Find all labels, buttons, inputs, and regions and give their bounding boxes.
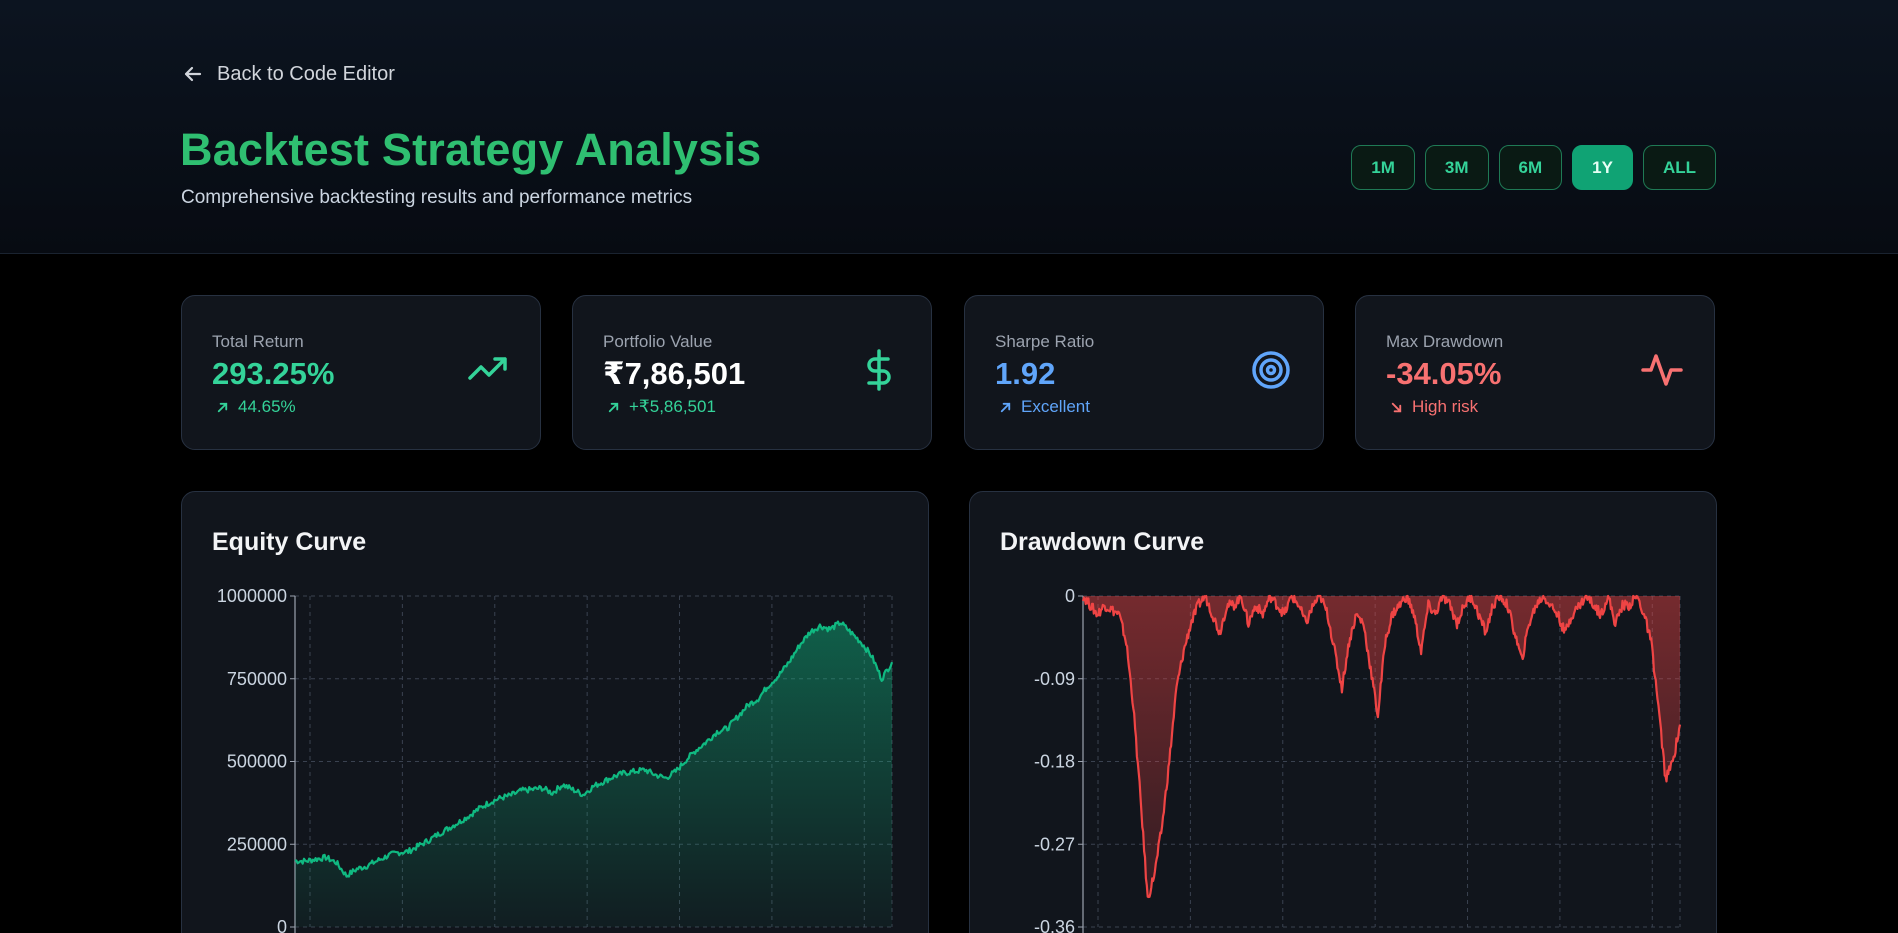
y-tick-label: -0.27 — [1034, 834, 1075, 854]
equity-curve-chart: 1000000 750000 500000 250000 0 — [217, 586, 894, 933]
metric-label: Portfolio Value — [603, 332, 713, 351]
metric-value: ₹7,86,501 — [603, 356, 746, 391]
metric-change-label: Excellent — [1021, 397, 1090, 416]
metric-label: Total Return — [212, 332, 304, 351]
page-title: Backtest Strategy Analysis — [180, 124, 762, 175]
arrow-up-right-icon — [1000, 402, 1011, 412]
max-drawdown-card: Max Drawdown -34.05% High risk — [1355, 295, 1715, 450]
metric-value: 293.25% — [212, 356, 335, 391]
series-area — [295, 621, 892, 927]
metric-change: Excellent — [998, 397, 1090, 417]
metric-label: Max Drawdown — [1386, 332, 1504, 351]
metric-change: 44.65% — [215, 397, 296, 417]
portfolio-value-card: Portfolio Value ₹7,86,501 +₹5,86,501 — [572, 295, 932, 450]
page-header: Back to Code Editor Backtest Strategy An… — [0, 0, 1898, 254]
chart-title: Drawdown Curve — [1000, 528, 1205, 556]
arrow-left-icon — [184, 66, 202, 82]
metric-label: Sharpe Ratio — [995, 332, 1095, 351]
range-6m-button[interactable]: 6M — [1498, 145, 1563, 190]
equity-curve-card: Equity Curve 1000000 750000 500000 250000 0 — [181, 491, 929, 933]
metric-change-label: 44.65% — [238, 397, 296, 416]
range-1m-button[interactable]: 1M — [1351, 145, 1415, 190]
arrow-up-right-icon — [217, 402, 228, 412]
target-icon — [1252, 351, 1290, 389]
y-tick-label: 500000 — [227, 752, 287, 772]
drawdown-curve-chart: 0 -0.09 -0.18 -0.27 -0.36 — [1034, 586, 1682, 933]
time-range-selector: 1M 3M 6M 1Y ALL — [1351, 145, 1716, 190]
series-line — [1081, 594, 1682, 899]
total-return-card: Total Return 293.25% 44.65% — [181, 295, 541, 450]
y-tick-label: 0 — [277, 917, 287, 933]
back-to-editor-link[interactable]: Back to Code Editor — [181, 62, 395, 86]
trending-up-icon — [468, 357, 507, 380]
metric-change-label: High risk — [1412, 397, 1479, 416]
sharpe-ratio-card: Sharpe Ratio 1.92 Excellent — [964, 295, 1324, 450]
arrow-down-right-icon — [1391, 402, 1402, 412]
range-3m-button[interactable]: 3M — [1424, 145, 1489, 190]
arrow-up-right-icon — [608, 402, 619, 412]
metric-value: 1.92 — [995, 356, 1056, 391]
chart-title: Equity Curve — [212, 528, 367, 556]
y-tick-label: 250000 — [227, 834, 287, 854]
activity-icon — [1641, 354, 1683, 386]
y-tick-label: -0.09 — [1034, 669, 1075, 689]
y-tick-label: 0 — [1065, 586, 1075, 606]
y-tick-label: -0.36 — [1034, 917, 1075, 933]
dollar-sign-icon — [867, 349, 891, 391]
metric-change: +₹5,86,501 — [606, 397, 716, 417]
metric-value: -34.05% — [1386, 356, 1502, 391]
y-tick-label: -0.18 — [1034, 752, 1075, 772]
drawdown-curve-card: Drawdown Curve 0 -0.09 -0.18 -0.27 -0.36 — [969, 491, 1717, 933]
series-line — [294, 620, 894, 878]
page-subtitle: Comprehensive backtesting results and pe… — [181, 187, 693, 208]
back-link-label: Back to Code Editor — [217, 62, 395, 85]
series-area — [1083, 596, 1680, 897]
y-tick-label: 750000 — [227, 669, 287, 689]
metric-change-label: +₹5,86,501 — [629, 397, 716, 416]
y-tick-label: 1000000 — [217, 586, 287, 606]
metric-change: High risk — [1389, 397, 1478, 417]
range-1y-button[interactable]: 1Y — [1572, 145, 1633, 190]
range-all-button[interactable]: ALL — [1642, 145, 1716, 190]
